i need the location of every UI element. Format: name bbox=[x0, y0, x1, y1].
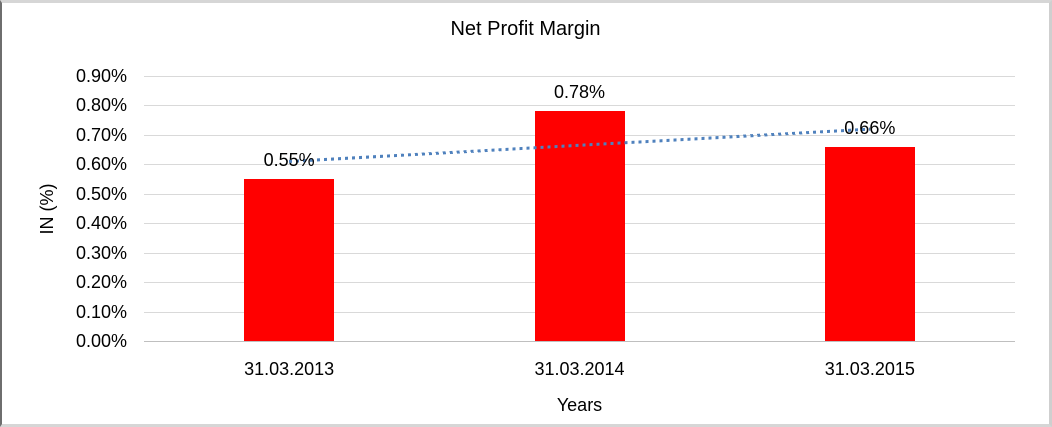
bar-31.03.2015 bbox=[824, 146, 915, 341]
x-axis-line bbox=[144, 341, 1015, 342]
y-tick-label: 0.60% bbox=[75, 154, 127, 175]
y-tick-label: 0.90% bbox=[75, 66, 127, 86]
y-axis-title: IN (%) bbox=[37, 183, 57, 235]
chart-title: Net Profit Margin bbox=[450, 18, 601, 40]
y-tick-label: 0.70% bbox=[75, 124, 127, 145]
y-tick-label: 0.80% bbox=[75, 95, 127, 116]
gridline bbox=[144, 76, 1015, 77]
bar-31.03.2013 bbox=[244, 179, 335, 341]
bar-data-label: 0.66% bbox=[844, 117, 896, 138]
bar-data-label: 0.78% bbox=[553, 82, 606, 103]
y-tick-label: 0.50% bbox=[75, 183, 127, 204]
x-tick-label: 31.03.2015 bbox=[824, 359, 915, 379]
x-tick-label: 31.03.2013 bbox=[244, 359, 335, 379]
y-tick-label: 0.30% bbox=[75, 242, 127, 263]
x-axis-title: Years bbox=[556, 395, 603, 415]
y-tick-label: 0.10% bbox=[75, 301, 127, 322]
y-tick-label: 0.40% bbox=[75, 213, 127, 234]
bar-31.03.2014 bbox=[534, 111, 625, 341]
gridline bbox=[144, 105, 1015, 107]
x-tick-label: 31.03.2014 bbox=[534, 359, 625, 379]
y-tick-label: 0.00% bbox=[75, 331, 127, 351]
bar-data-label: 0.55% bbox=[263, 150, 315, 171]
y-tick-label: 0.20% bbox=[75, 272, 127, 293]
